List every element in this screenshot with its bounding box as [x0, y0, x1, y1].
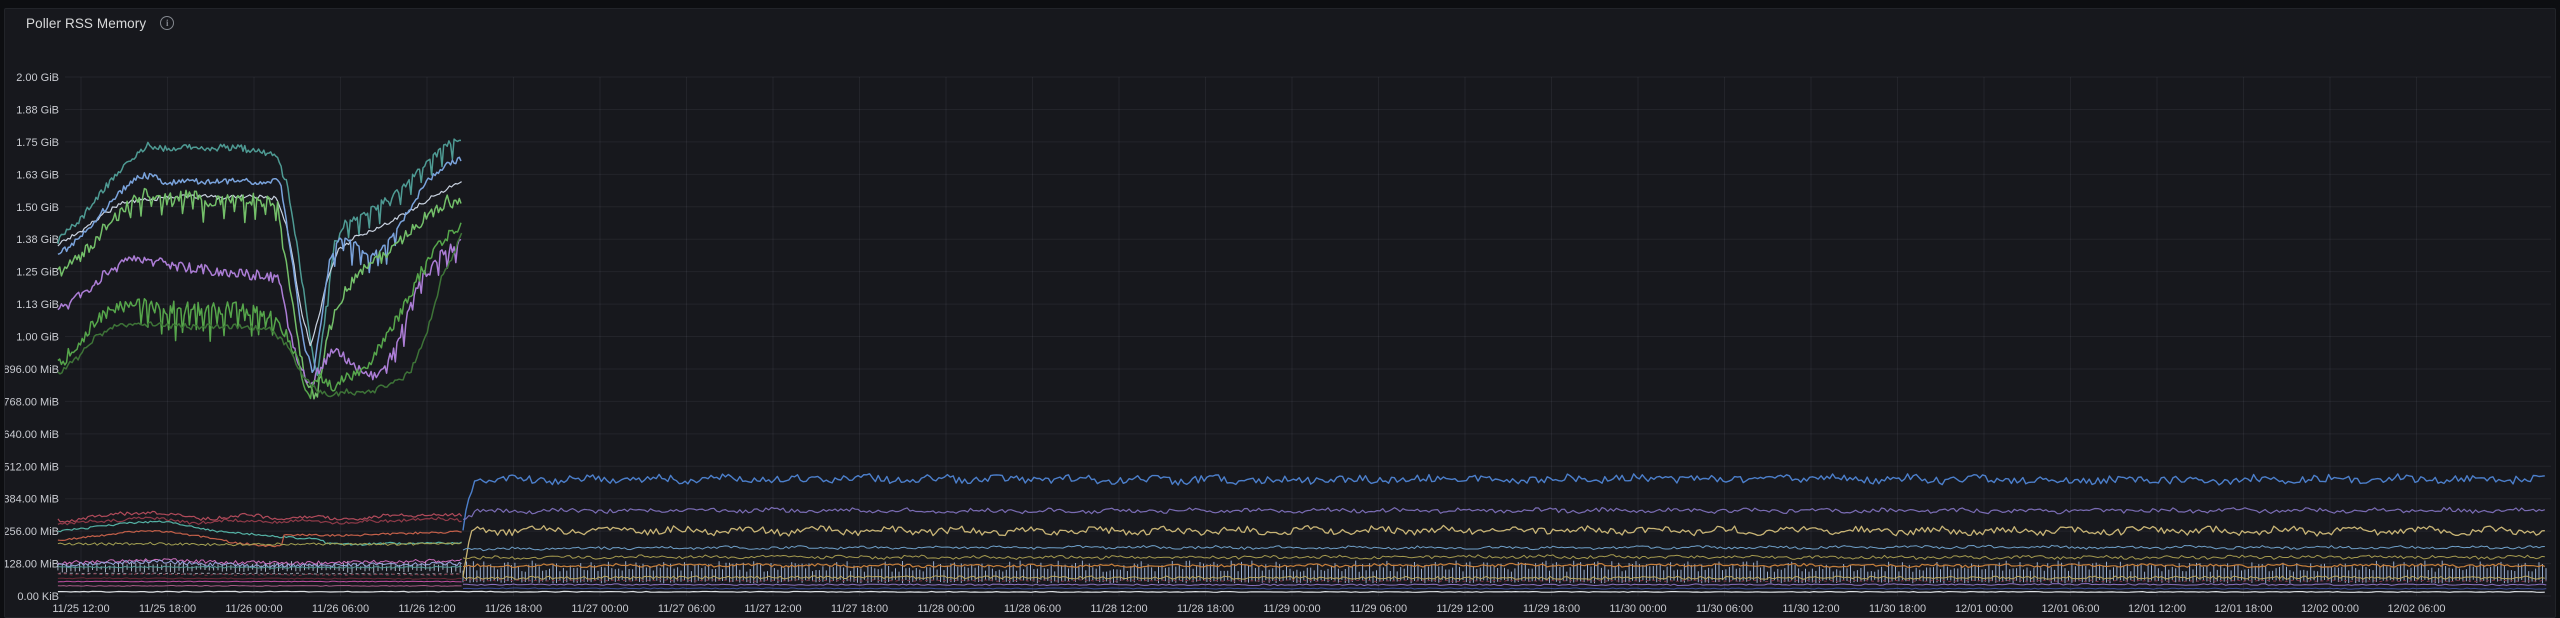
y-axis-tick: 1.88 GiB	[16, 104, 59, 116]
x-axis-tick: 11/28 18:00	[1177, 603, 1234, 615]
y-axis-tick: 1.75 GiB	[16, 137, 59, 149]
panel-title[interactable]: Poller RSS Memory	[26, 15, 147, 31]
series-khaki2-right	[462, 575, 2545, 580]
series-olive-right	[462, 554, 2545, 561]
x-axis-tick: 11/29 18:00	[1523, 603, 1580, 615]
x-axis-tick: 12/01 06:00	[2041, 603, 2099, 615]
series-pale-top	[57, 181, 462, 347]
x-axis-tick: 11/26 06:00	[312, 603, 369, 615]
x-axis-tick: 12/02 06:00	[2387, 603, 2445, 615]
timeseries-chart[interactable]: 11/25 12:00 11/25 18:00 11/26 00:00 11/26 0…	[5, 9, 2557, 618]
series-teal-left	[57, 520, 462, 546]
series-red-left	[57, 529, 462, 548]
y-axis-tick: 512.00 MiB	[5, 461, 59, 473]
series-steelblue-right	[462, 544, 2545, 552]
series-crimson-left	[57, 510, 463, 523]
poller-rss-memory-panel: Poller RSS Memory i 11/25 12:00 11/25 18:…	[4, 8, 2556, 618]
info-icon[interactable]: i	[160, 16, 175, 30]
series-spikes-left	[57, 560, 461, 573]
x-axis-tick: 11/27 12:00	[744, 603, 801, 615]
series-dpurple-right	[462, 506, 2545, 520]
y-axis-tick: 896.00 MiB	[5, 364, 59, 376]
x-axis-tick: 11/30 06:00	[1696, 603, 1753, 615]
y-axis-tick: 768.00 MiB	[5, 396, 59, 408]
x-axis-tick: 11/25 12:00	[52, 603, 109, 615]
y-axis-tick: 1.50 GiB	[16, 202, 59, 214]
x-axis-tick: 11/28 12:00	[1090, 603, 1147, 615]
x-axis-tick: 11/25 18:00	[139, 603, 196, 615]
y-axis-tick: 1.13 GiB	[16, 299, 59, 311]
series-khaki-right	[462, 524, 2545, 577]
x-axis-tick: 11/30 18:00	[1869, 603, 1926, 615]
x-axis-tick: 11/27 18:00	[831, 603, 888, 615]
panel-header[interactable]: Poller RSS Memory i	[5, 9, 2555, 37]
series-periwinkle-left	[57, 559, 462, 568]
y-axis-tick: 1.00 GiB	[16, 332, 59, 344]
series-darkred-dash-right	[462, 579, 2547, 583]
y-axis-tick: 2.00 GiB	[16, 72, 59, 84]
series-darkred-left	[57, 516, 462, 526]
series-mgreen-top	[57, 222, 462, 400]
x-axis-tick: 11/27 00:00	[571, 603, 628, 615]
y-axis-tick: 640.00 MiB	[5, 429, 59, 441]
x-axis-tick: 11/28 00:00	[917, 603, 974, 615]
series-white-full	[57, 590, 2545, 593]
x-axis-tick: 11/26 00:00	[225, 603, 282, 615]
series-pink2-left	[57, 585, 462, 587]
x-axis-tick: 12/01 00:00	[1955, 603, 2013, 615]
series-magenta-left	[57, 580, 462, 583]
series-darkred-dash-left	[57, 573, 462, 576]
y-axis-tick: 1.63 GiB	[16, 169, 59, 181]
x-axis-tick: 11/26 18:00	[485, 603, 542, 615]
series-purple-right	[462, 583, 2547, 587]
x-axis-tick: 11/29 12:00	[1436, 603, 1493, 615]
series-navy-right	[462, 587, 2547, 590]
y-axis-tick: 0.00 KiB	[17, 591, 59, 603]
series-purple-top	[57, 238, 462, 386]
x-axis-tick: 11/29 06:00	[1350, 603, 1407, 615]
y-axis-tick: 256.00 MiB	[5, 526, 59, 538]
series-dgreen-top	[57, 232, 463, 398]
x-axis-tick: 11/29 00:00	[1263, 603, 1320, 615]
x-axis-tick: 11/28 06:00	[1004, 603, 1061, 615]
series-teal-low-left	[57, 565, 462, 569]
series-gray-dash-left	[57, 572, 462, 575]
y-axis-tick: 1.38 GiB	[16, 234, 59, 246]
x-axis-tick: 11/26 12:00	[398, 603, 455, 615]
y-axis-tick: 1.25 GiB	[16, 267, 59, 279]
series-maroon-left	[57, 577, 462, 580]
y-axis-tick: 128.00 MiB	[5, 559, 59, 571]
series-olive-left	[57, 541, 462, 547]
x-axis-tick: 12/01 18:00	[2214, 603, 2272, 615]
x-axis-tick: 12/02 00:00	[2301, 603, 2359, 615]
x-axis-tick: 11/30 12:00	[1782, 603, 1839, 615]
x-axis-tick: 11/27 06:00	[658, 603, 715, 615]
series-blue-right	[462, 473, 2545, 531]
series-teal-top	[57, 138, 461, 377]
series-blue-top	[57, 156, 462, 374]
x-axis-tick: 12/01 12:00	[2128, 603, 2186, 615]
series-green-top	[57, 187, 462, 400]
series-orange-right	[462, 562, 2546, 569]
x-axis-tick: 11/30 00:00	[1609, 603, 1666, 615]
y-axis-tick: 384.00 MiB	[5, 494, 59, 506]
series-pink-left	[57, 558, 462, 566]
